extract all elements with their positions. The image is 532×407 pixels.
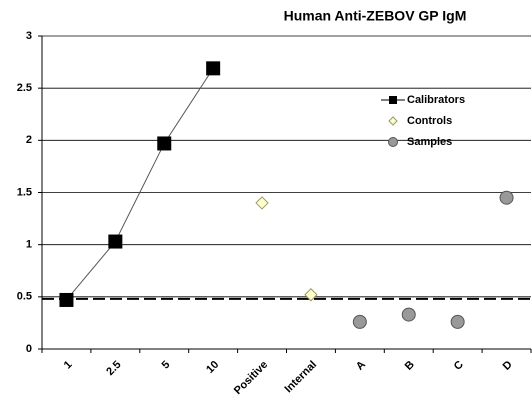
x-tick-label: Internal [283,359,320,396]
x-tick-label: Positive [232,359,270,397]
x-tick-label: 2.5 [104,359,123,378]
x-tick-label: 1 [62,359,75,372]
data-point [352,314,367,329]
y-tick-label: 1 [26,239,32,251]
chart-title: Human Anti-ZEBOV GP IgM [284,8,467,24]
legend-symbol [388,116,398,126]
data-point [255,196,269,210]
data-point [450,314,465,329]
x-tick-label: C [452,359,466,373]
legend-symbol [388,137,398,147]
legend-label: Controls [407,115,452,127]
data-point [108,234,123,249]
x-tick-label: 10 [204,359,221,376]
legend-symbol [389,96,397,104]
y-tick-label: 1.5 [17,186,32,198]
data-point [59,292,74,307]
x-tick-label: A [354,359,368,373]
data-point [157,136,172,151]
series-line [66,68,214,301]
x-tick-label: 5 [160,359,173,372]
y-tick-label: 2 [26,134,32,146]
legend-label: Samples [407,136,452,148]
legend-label: Calibrators [407,94,465,106]
y-tick-label: 3 [26,30,32,42]
y-tick-label: 0 [26,343,32,355]
data-point [304,288,318,302]
data-point [401,307,416,322]
x-tick-label: D [501,359,515,373]
y-tick-label: 2.5 [17,82,32,94]
y-tick-label: 0.5 [17,291,32,303]
x-tick-label: B [403,359,417,373]
data-point [206,61,221,76]
data-point [499,190,514,205]
